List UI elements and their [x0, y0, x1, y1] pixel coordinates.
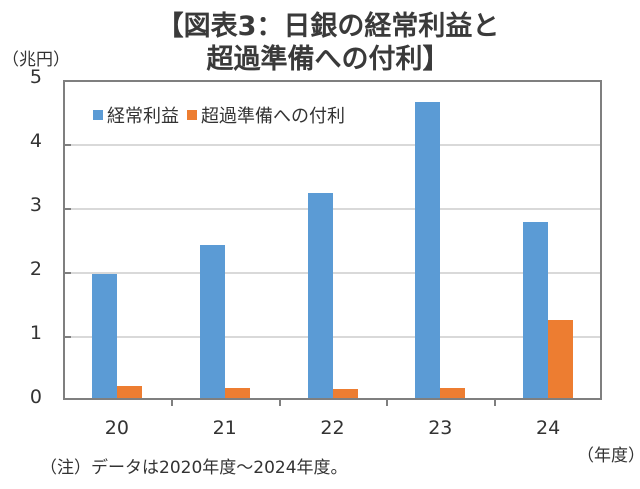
legend: 経常利益 超過準備への付利	[93, 102, 353, 128]
y-tick-label: 3	[29, 194, 42, 216]
legend-item-ordinary-profit: 経常利益	[93, 102, 179, 128]
x-tick-label: 23	[428, 417, 453, 439]
y-tick-label: 2	[29, 258, 42, 280]
chart-title-line1: 【図表3：日銀の経常利益と	[156, 11, 500, 42]
chart-title-line2: 超過準備への付利】	[206, 44, 450, 75]
legend-label: 経常利益	[107, 106, 179, 127]
bar-interest-on-excess-reserves	[116, 385, 142, 398]
plot-area: 経常利益 超過準備への付利	[63, 80, 602, 406]
x-axis-unit: （年度）	[577, 446, 640, 466]
gridline	[65, 336, 600, 338]
x-tick-label: 22	[320, 417, 345, 439]
x-tick-label: 21	[212, 417, 237, 439]
y-axis-unit: （兆円）	[2, 50, 70, 70]
y-tick-mark	[65, 144, 71, 146]
bar-ordinary-profit	[307, 193, 333, 398]
legend-item-interest-on-excess-reserves: 超過準備への付利	[187, 102, 345, 128]
legend-label: 超過準備への付利	[201, 106, 345, 127]
x-tick-mark	[278, 400, 281, 406]
y-tick-mark	[65, 336, 71, 338]
bar-ordinary-profit	[91, 273, 117, 398]
bar-ordinary-profit	[199, 245, 225, 398]
bar-ordinary-profit	[523, 222, 549, 398]
legend-swatch-blue	[93, 110, 103, 120]
y-tick-label: 5	[29, 66, 42, 88]
y-tick-mark	[65, 272, 71, 274]
x-tick-label: 24	[536, 417, 561, 439]
x-tick-mark	[170, 400, 173, 406]
legend-swatch-orange	[187, 110, 197, 120]
x-tick-mark	[386, 400, 389, 406]
x-tick-mark	[494, 400, 497, 406]
bar-interest-on-excess-reserves	[332, 389, 358, 398]
y-tick-label: 4	[29, 130, 42, 152]
bar-ordinary-profit	[415, 101, 441, 398]
footnote: （注）データは2020年度～2024年度。	[40, 458, 348, 478]
x-tick-label: 20	[104, 417, 129, 439]
y-tick-mark	[65, 208, 71, 210]
gridline	[65, 272, 600, 274]
bar-interest-on-excess-reserves	[224, 387, 250, 398]
y-tick-label: 1	[29, 322, 42, 344]
gridline	[65, 144, 600, 146]
gridline	[65, 208, 600, 210]
y-tick-label: 0	[29, 386, 42, 408]
bar-interest-on-excess-reserves	[440, 387, 466, 398]
bar-interest-on-excess-reserves	[548, 320, 574, 398]
